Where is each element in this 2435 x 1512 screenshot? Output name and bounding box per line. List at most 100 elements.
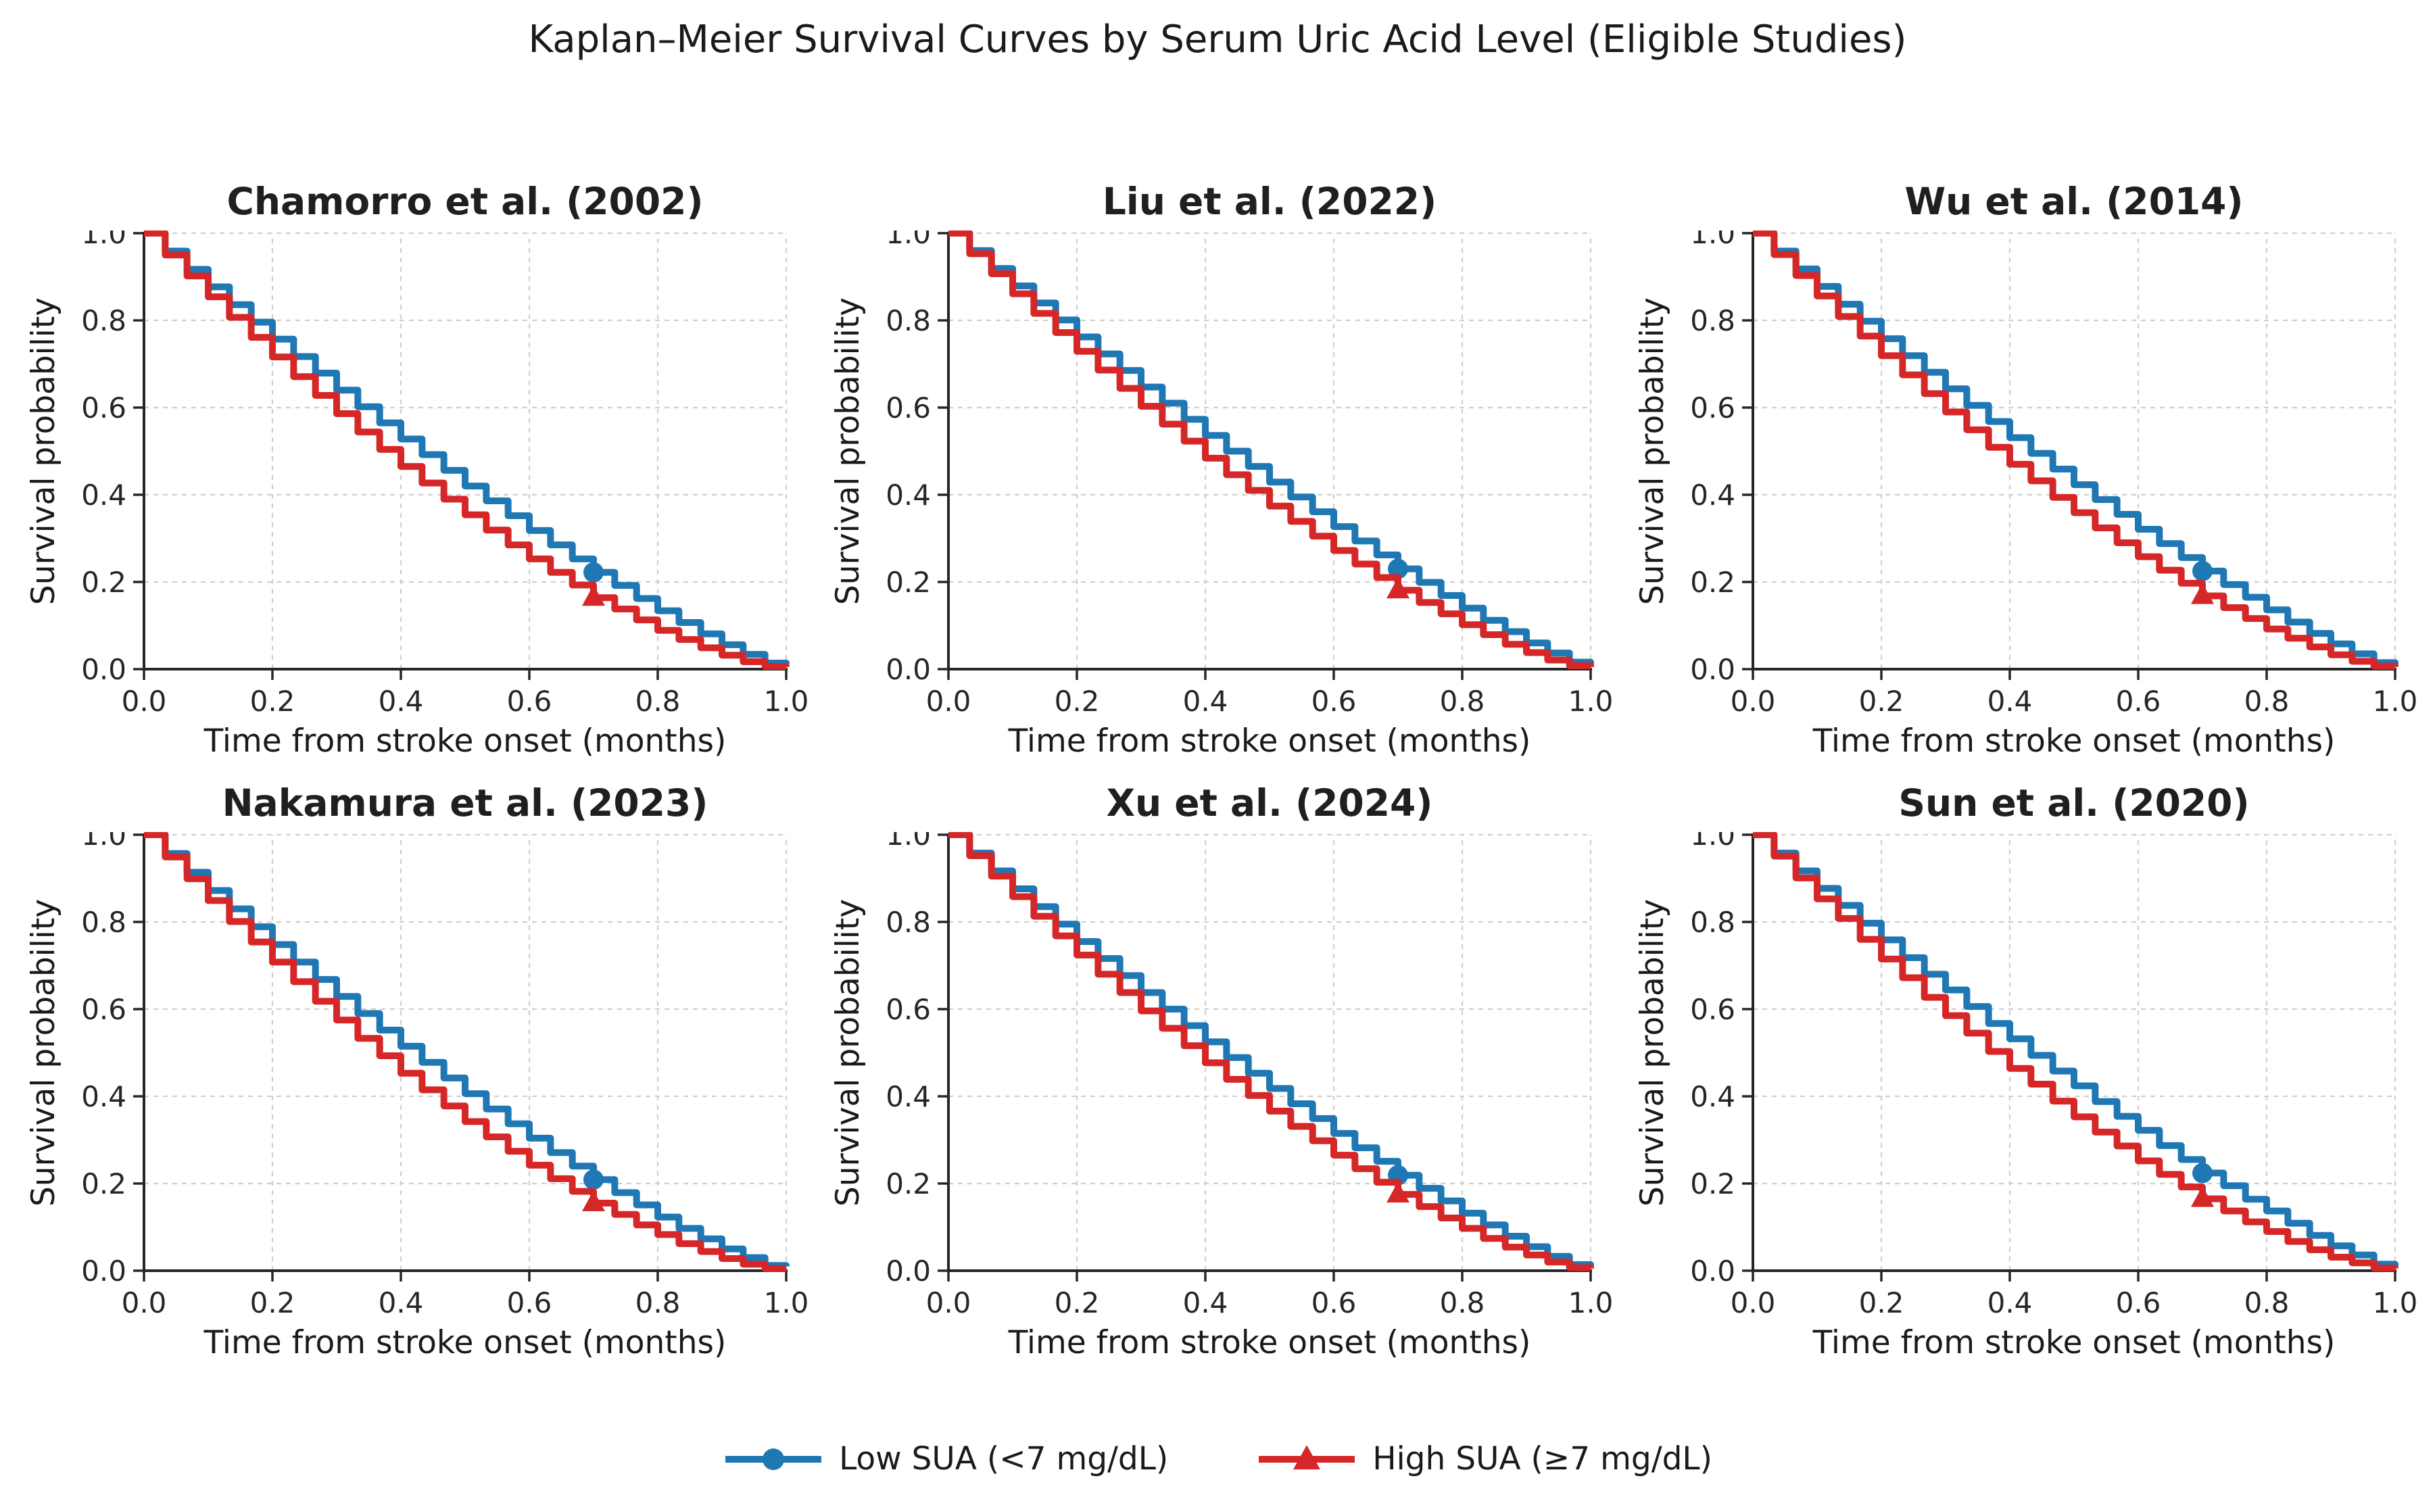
subplot-nakamura-2023: Nakamura et al. (2023) 0.0 0.2 0.4 0.6 0.8 1.… bbox=[19, 774, 823, 1359]
survival-curve-low-sua bbox=[144, 230, 790, 666]
x-tick-label: 1.0 bbox=[764, 1286, 809, 1319]
y-tick-label: 1.0 bbox=[81, 230, 126, 250]
high-sua-triangle-marker bbox=[582, 585, 605, 606]
y-tick-label: 0.8 bbox=[886, 906, 931, 939]
legend: Low SUA (<7 mg/dL) High SUA (≥7 mg/dL) bbox=[0, 1359, 2435, 1512]
y-tick-label: 0.0 bbox=[81, 1254, 126, 1288]
y-tick-label: 0.4 bbox=[886, 479, 931, 512]
survival-curve-high-sua bbox=[144, 230, 790, 670]
subplot-title: Xu et al. (2024) bbox=[1106, 781, 1433, 825]
x-axis-label: Time from stroke onset (months) bbox=[1008, 723, 1531, 757]
x-tick-label: 0.2 bbox=[1055, 685, 1100, 718]
x-tick-label: 1.0 bbox=[1568, 685, 1614, 718]
x-axis-label: Time from stroke onset (months) bbox=[203, 1324, 727, 1359]
y-tick-label: 0.6 bbox=[1690, 391, 1735, 424]
subplot-title: Chamorro et al. (2002) bbox=[226, 180, 704, 223]
x-axis-label: Time from stroke onset (months) bbox=[1008, 1324, 1531, 1359]
x-tick-label: 0.6 bbox=[2116, 1286, 2161, 1319]
km-plot-canvas-wu: 0.0 0.2 0.4 0.6 0.8 1.0 0.0 0.2 0.4 0.6 0.8 1.0 Time… bbox=[1634, 230, 2417, 757]
survival-curve-low-sua bbox=[144, 832, 790, 1269]
survival-curve-high-sua bbox=[948, 832, 1594, 1271]
subplot-row-1: Chamorro et al. (2002) 0.0 0.2 0.4 0.6 0.8 1.… bbox=[0, 172, 2435, 757]
x-tick-label: 0.2 bbox=[250, 1286, 295, 1319]
low-sua-circle-marker bbox=[583, 1169, 604, 1190]
x-axis-label: Time from stroke onset (months) bbox=[1812, 1324, 2336, 1359]
legend-item-low-sua: Low SUA (<7 mg/dL) bbox=[723, 1439, 1168, 1480]
x-tick-label: 0.0 bbox=[1731, 685, 1776, 718]
y-tick-label: 0.2 bbox=[886, 1167, 931, 1200]
x-tick-label: 0.8 bbox=[1440, 685, 1485, 718]
y-tick-label: 0.8 bbox=[1690, 906, 1735, 939]
line-triangle-marker-icon bbox=[1259, 1444, 1355, 1469]
low-sua-circle-marker bbox=[1388, 558, 1408, 579]
high-sua-triangle-marker bbox=[1387, 1181, 1409, 1203]
x-tick-label: 0.0 bbox=[1731, 1286, 1776, 1319]
x-tick-label: 0.0 bbox=[122, 685, 167, 718]
high-sua-triangle-marker bbox=[2191, 1186, 2214, 1207]
legend-item-high-sua: High SUA (≥7 mg/dL) bbox=[1256, 1439, 1712, 1480]
x-tick-label: 0.0 bbox=[926, 1286, 971, 1319]
x-tick-label: 0.6 bbox=[1311, 1286, 1357, 1319]
y-tick-label: 0.6 bbox=[81, 391, 126, 424]
x-tick-label: 0.0 bbox=[122, 1286, 167, 1319]
x-axis-label: Time from stroke onset (months) bbox=[1812, 723, 2336, 757]
x-tick-label: 0.6 bbox=[507, 1286, 552, 1319]
y-tick-label: 0.4 bbox=[81, 1080, 126, 1113]
x-tick-label: 0.8 bbox=[635, 1286, 681, 1319]
y-tick-label: 1.0 bbox=[1690, 230, 1735, 250]
x-tick-label: 0.4 bbox=[1987, 685, 2033, 718]
figure-title: Kaplan–Meier Survival Curves by Serum Ur… bbox=[528, 18, 1907, 62]
x-tick-label: 0.8 bbox=[2244, 1286, 2290, 1319]
x-tick-label: 0.4 bbox=[1183, 1286, 1228, 1319]
legend-label-high-sua: High SUA (≥7 mg/dL) bbox=[1372, 1440, 1712, 1478]
legend-label-low-sua: Low SUA (<7 mg/dL) bbox=[839, 1440, 1169, 1478]
survival-curve-low-sua bbox=[1753, 230, 2398, 666]
y-tick-label: 1.0 bbox=[886, 230, 931, 250]
y-tick-label: 0.0 bbox=[1690, 653, 1735, 686]
subplot-title: Nakamura et al. (2023) bbox=[222, 781, 708, 825]
y-tick-label: 1.0 bbox=[886, 832, 931, 852]
y-tick-label: 0.6 bbox=[1690, 993, 1735, 1026]
subplot-chamorro-2002: Chamorro et al. (2002) 0.0 0.2 0.4 0.6 0.8 1.… bbox=[19, 172, 823, 757]
y-axis-label: Survival probability bbox=[25, 297, 62, 605]
x-axis-label: Time from stroke onset (months) bbox=[203, 723, 727, 757]
y-axis-label: Survival probability bbox=[829, 297, 867, 605]
y-tick-label: 0.8 bbox=[81, 304, 126, 337]
subplot-xu-2024: Xu et al. (2024) 0.0 0.2 0.4 0.6 0.8 1.0 0.0 0.… bbox=[823, 774, 1628, 1359]
survival-curve-high-sua bbox=[1753, 832, 2398, 1272]
y-tick-label: 0.2 bbox=[1690, 566, 1735, 599]
survival-curve-high-sua bbox=[948, 230, 1594, 669]
y-tick-label: 0.6 bbox=[886, 391, 931, 424]
low-sua-circle-marker bbox=[2192, 1163, 2213, 1184]
y-axis-label: Survival probability bbox=[25, 899, 62, 1206]
x-tick-label: 0.2 bbox=[1055, 1286, 1100, 1319]
y-tick-label: 0.0 bbox=[81, 653, 126, 686]
y-tick-label: 0.2 bbox=[886, 566, 931, 599]
x-tick-label: 0.0 bbox=[926, 685, 971, 718]
km-plot-canvas-chamorro: 0.0 0.2 0.4 0.6 0.8 1.0 0.0 0.2 0.4 0.6 0.8 1.0 Time… bbox=[25, 230, 809, 757]
x-tick-label: 0.6 bbox=[2116, 685, 2161, 718]
survival-curve-low-sua bbox=[948, 230, 1594, 666]
y-axis-label: Survival probability bbox=[1634, 899, 1671, 1206]
y-tick-label: 0.8 bbox=[886, 304, 931, 337]
y-tick-label: 0.0 bbox=[886, 1254, 931, 1288]
y-tick-label: 0.8 bbox=[1690, 304, 1735, 337]
x-tick-label: 0.6 bbox=[507, 685, 552, 718]
subplot-title: Wu et al. (2014) bbox=[1904, 180, 2244, 223]
line-circle-marker-icon bbox=[725, 1448, 822, 1470]
subplot-row-2: Nakamura et al. (2023) 0.0 0.2 0.4 0.6 0.8 1.… bbox=[0, 774, 2435, 1359]
x-tick-label: 0.2 bbox=[1859, 1286, 1904, 1319]
survival-curve-high-sua bbox=[1753, 230, 2398, 670]
high-sua-triangle-marker bbox=[582, 1190, 605, 1212]
x-tick-label: 1.0 bbox=[764, 685, 809, 718]
x-tick-label: 0.4 bbox=[1183, 685, 1228, 718]
y-axis-label: Survival probability bbox=[1634, 297, 1671, 605]
y-tick-label: 0.6 bbox=[81, 993, 126, 1026]
subplot-wu-2014: Wu et al. (2014) 0.0 0.2 0.4 0.6 0.8 1.0 0.0 0.… bbox=[1628, 172, 2432, 757]
y-tick-label: 0.4 bbox=[81, 479, 126, 512]
x-tick-label: 0.4 bbox=[379, 1286, 424, 1319]
high-sua-triangle-marker bbox=[2191, 583, 2214, 604]
km-plot-canvas-sun: 0.0 0.2 0.4 0.6 0.8 1.0 0.0 0.2 0.4 0.6 0.8 1.0 Time… bbox=[1634, 832, 2417, 1359]
y-tick-label: 0.0 bbox=[1690, 1254, 1735, 1288]
